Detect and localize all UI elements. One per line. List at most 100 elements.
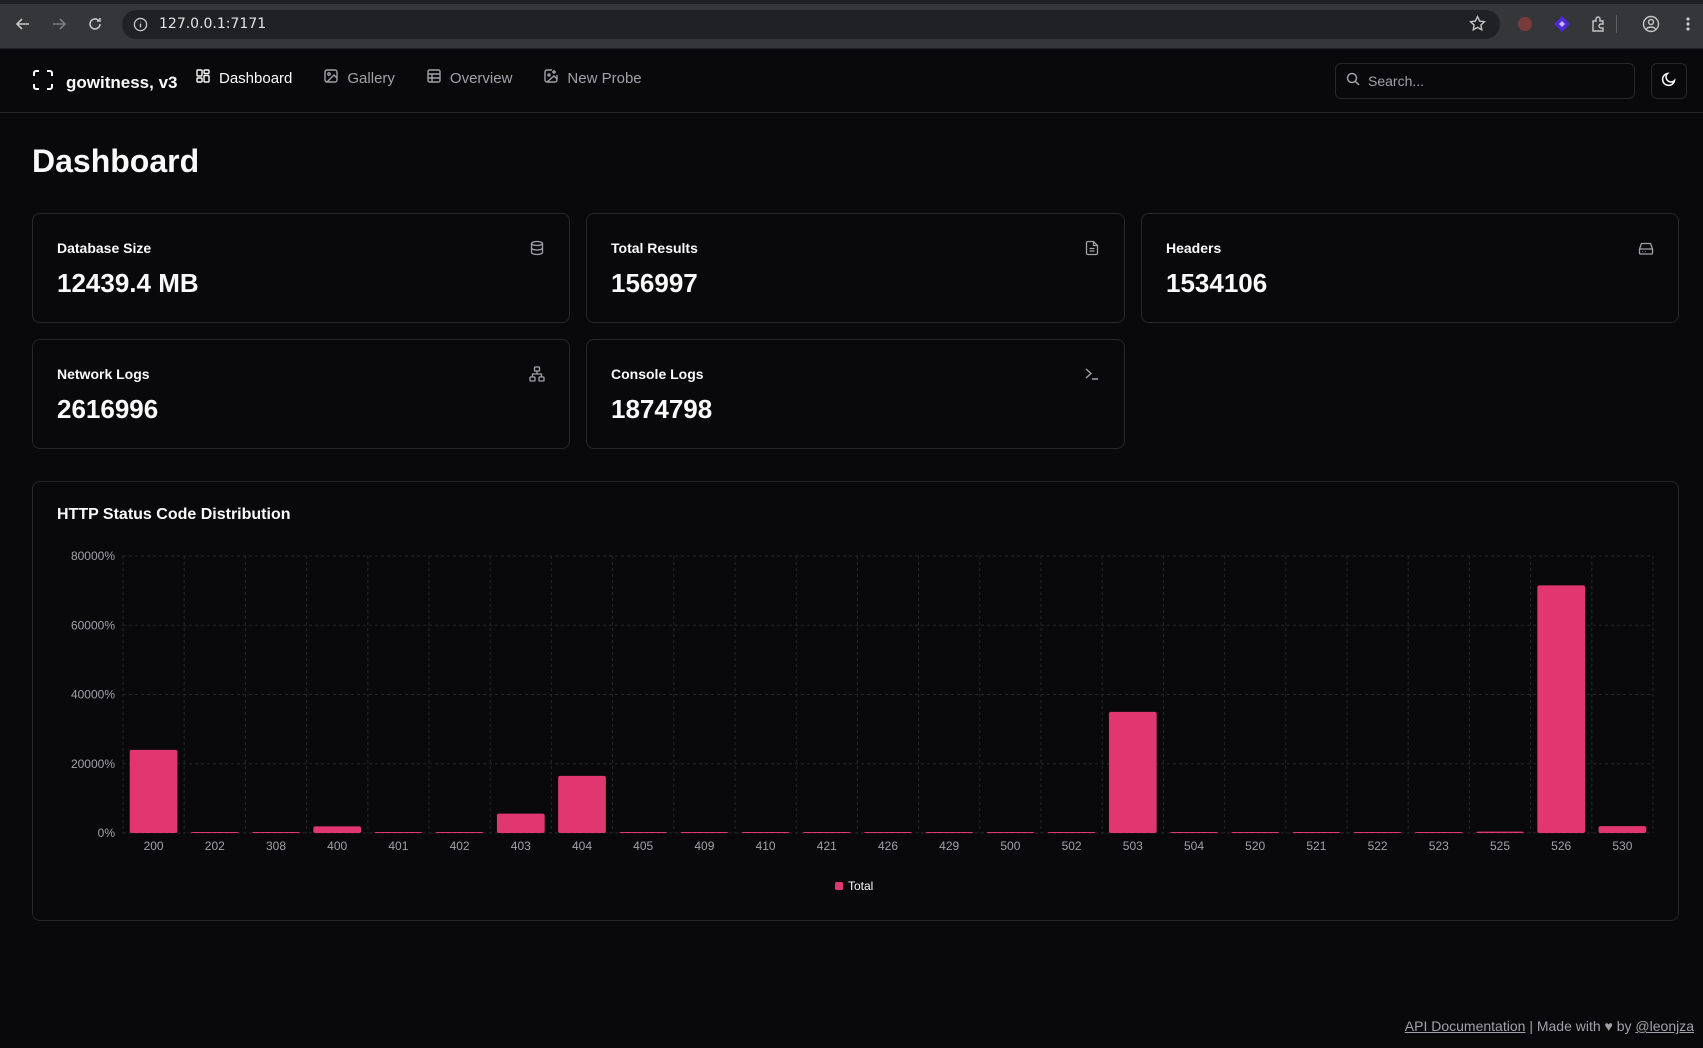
search-icon [1346, 72, 1360, 91]
bar-421 [802, 832, 851, 833]
stat-value: 1534106 [1166, 268, 1268, 298]
bar-525 [1476, 831, 1524, 833]
network-icon [529, 366, 545, 382]
bar-526 [1537, 585, 1586, 833]
bar-426 [864, 832, 912, 833]
stat-label: Network Logs [57, 366, 150, 382]
stat-card-network-logs: Network Logs 2616996 [32, 339, 570, 449]
page-title: Dashboard [32, 143, 200, 179]
bar-500 [986, 831, 1035, 833]
x-tick-label: 502 [1062, 839, 1082, 853]
y-tick-label: 80000% [71, 549, 115, 563]
nav-new-probe[interactable]: New Probe [544, 69, 642, 87]
table-icon [427, 69, 441, 87]
back-icon[interactable] [11, 12, 35, 36]
x-tick-label: 520 [1245, 839, 1265, 853]
x-tick-label: 404 [572, 839, 592, 853]
nav-dashboard[interactable]: Dashboard [196, 69, 292, 87]
stat-value: 1874798 [611, 394, 713, 424]
bar-409 [680, 832, 729, 833]
bar-405 [619, 832, 668, 833]
bar-503 [1108, 711, 1157, 833]
bar-202 [190, 832, 239, 833]
x-tick-label: 429 [939, 839, 959, 853]
x-tick-label: 522 [1368, 839, 1388, 853]
search-input[interactable] [1368, 73, 1618, 89]
x-tick-label: 523 [1429, 839, 1449, 853]
brand[interactable]: gowitness, v3 [32, 69, 177, 96]
bar-402 [435, 832, 484, 833]
status-code-chart-card: HTTP Status Code Distribution 0% 20000% 40… [32, 481, 1679, 921]
url-text[interactable]: 127.0.0.1:7171 [159, 16, 267, 32]
search-box[interactable] [1335, 63, 1635, 99]
browser-menu-icon[interactable] [1678, 14, 1698, 34]
nav-label: Dashboard [219, 69, 293, 87]
legend-label: Total [848, 879, 873, 893]
bar-200 [129, 749, 178, 833]
extensions-puzzle-icon[interactable] [1589, 14, 1609, 34]
bar-410 [741, 832, 790, 833]
nav-overview[interactable]: Overview [427, 69, 513, 87]
file-text-icon [1084, 240, 1100, 256]
legend-swatch [835, 882, 843, 890]
dashboard-icon [196, 69, 210, 87]
brand-title: gowitness, v3 [66, 72, 178, 92]
nav-gallery[interactable]: Gallery [324, 69, 395, 87]
x-tick-label: 405 [633, 839, 653, 853]
forward-icon[interactable] [47, 12, 71, 36]
database-icon [529, 240, 545, 256]
x-tick-label: 521 [1306, 839, 1326, 853]
x-tick-label: 530 [1612, 839, 1632, 853]
stat-label: Total Results [611, 240, 698, 256]
bar-308 [252, 832, 300, 833]
profile-icon[interactable] [1641, 14, 1661, 34]
theme-toggle-button[interactable] [1651, 63, 1687, 99]
x-tick-label: 421 [817, 839, 837, 853]
bookmark-star-icon[interactable] [1469, 14, 1486, 37]
browser-toolbar: 127.0.0.1:7171 [0, 0, 1703, 49]
x-tick-label: 403 [511, 839, 531, 853]
extension-icon[interactable] [1515, 14, 1535, 34]
bar-404 [558, 775, 606, 833]
y-tick-label: 60000% [71, 618, 115, 632]
x-tick-label: 409 [694, 839, 714, 853]
bar-429 [925, 832, 974, 833]
address-bar[interactable]: 127.0.0.1:7171 [122, 10, 1500, 39]
toolbar-divider [1615, 14, 1617, 34]
image-icon [324, 69, 339, 87]
bar-401 [374, 831, 423, 833]
tab-strip [0, 0, 1703, 4]
stat-label: Headers [1166, 240, 1222, 256]
status-code-bar-chart: 0% 20000% 40000% 60000% 80000% 200 202 308 400 40… [71, 549, 1654, 893]
extension-icon[interactable] [1552, 14, 1572, 34]
x-tick-label: 402 [450, 839, 470, 853]
site-info-icon[interactable] [132, 16, 149, 33]
stat-value: 156997 [611, 268, 698, 298]
reload-icon[interactable] [83, 12, 107, 36]
scan-icon [32, 69, 54, 96]
author-link[interactable]: @leonjza [1635, 1018, 1694, 1034]
stat-card-console-logs: Console Logs 1874798 [586, 339, 1125, 449]
x-tick-label: 410 [756, 839, 776, 853]
nav-label: New Probe [567, 69, 642, 87]
api-documentation-link[interactable]: API Documentation [1404, 1018, 1526, 1034]
bar-523 [1414, 832, 1463, 833]
bar-522 [1353, 832, 1402, 833]
footer: API Documentation | Made with ♥ by @leon… [1405, 1018, 1694, 1034]
x-tick-label: 400 [327, 839, 347, 853]
nav-label: Gallery [347, 69, 395, 87]
stat-label: Console Logs [611, 366, 704, 382]
bar-403 [496, 813, 545, 833]
y-tick-label: 40000% [71, 688, 115, 702]
bar-502 [1047, 831, 1096, 833]
main-nav: Dashboard Gallery Overview New Probe [196, 69, 642, 87]
terminal-icon [1084, 366, 1100, 382]
x-tick-label: 526 [1551, 839, 1571, 853]
x-tick-label: 504 [1184, 839, 1204, 853]
stat-label: Database Size [57, 240, 152, 256]
app-header: gowitness, v3 Dashboard Gallery Overview… [0, 49, 1703, 113]
bar-530 [1598, 826, 1647, 833]
x-tick-label: 200 [144, 839, 164, 853]
stat-card-headers: Headers 1534106 [1141, 213, 1679, 323]
nav-label: Overview [449, 69, 513, 87]
